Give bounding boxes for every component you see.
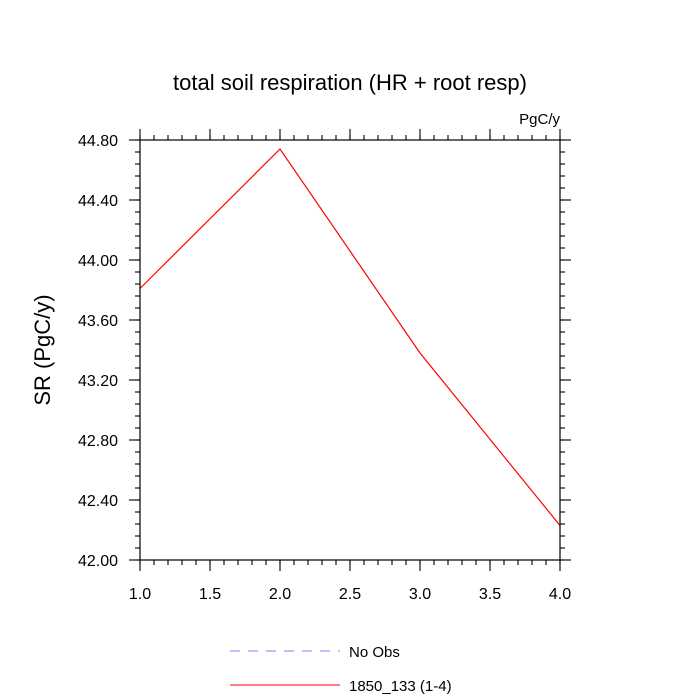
x-tick-label: 1.5 — [199, 586, 221, 603]
axis-ticks — [129, 129, 571, 571]
y-tick-label: 42.00 — [78, 553, 118, 570]
y-tick-label: 44.00 — [78, 253, 118, 270]
x-tick-label: 4.0 — [549, 586, 571, 603]
y-tick-label: 42.40 — [78, 493, 118, 510]
x-tick-label: 3.5 — [479, 586, 501, 603]
series-line-1 — [139, 148, 561, 526]
units-label: PgC/y — [519, 111, 560, 128]
chart-title: total soil respiration (HR + root resp) — [173, 70, 527, 95]
series-layer — [139, 148, 561, 526]
x-tick-label: 3.0 — [409, 586, 431, 603]
plot-frame — [139, 139, 561, 561]
legend-label: 1850_133 (1-4) — [349, 678, 452, 695]
x-tick-label: 1.0 — [129, 586, 151, 603]
axis-tick-labels: 1.0 1.5 2.0 2.5 3.0 3.5 4.0 42.00 42.40 42.80 43.2… — [78, 133, 571, 603]
y-tick-label: 44.40 — [78, 193, 118, 210]
x-tick-label: 2.0 — [269, 586, 291, 603]
y-tick-label: 42.80 — [78, 433, 118, 450]
y-axis-label: SR (PgC/y) — [30, 294, 55, 405]
y-tick-label: 44.80 — [78, 133, 118, 150]
y-tick-label: 43.60 — [78, 313, 118, 330]
legend: No Obs 1850_133 (1-4) — [230, 644, 452, 695]
y-tick-label: 43.20 — [78, 373, 118, 390]
legend-label: No Obs — [349, 644, 400, 661]
x-tick-label: 2.5 — [339, 586, 361, 603]
